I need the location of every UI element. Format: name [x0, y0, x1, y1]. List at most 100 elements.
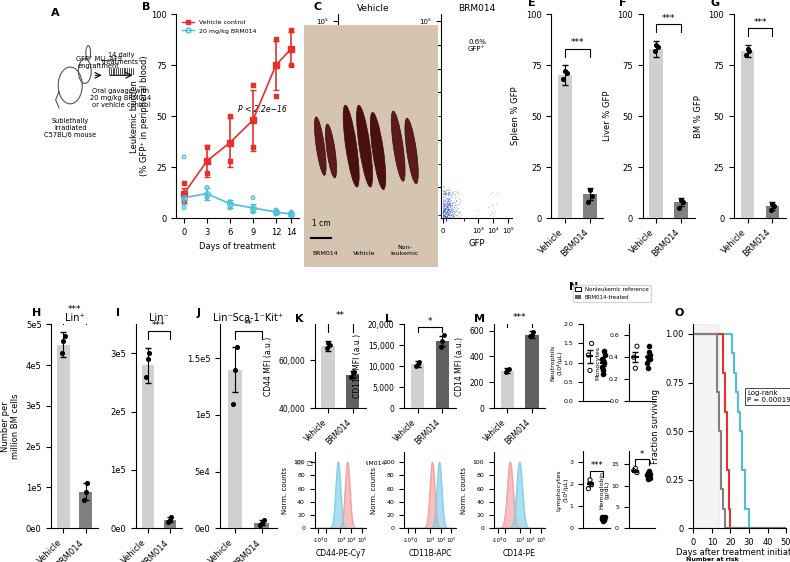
Point: [382, 214, 395, 223]
Point: [438, 214, 451, 223]
Point: [387, 211, 400, 220]
Point: [384, 192, 397, 201]
Point: [447, 215, 460, 224]
Point: [675, 195, 687, 204]
Point: [377, 177, 389, 186]
Point: [339, 203, 352, 212]
Point: [440, 212, 453, 221]
Point: [390, 180, 403, 189]
Point: [386, 210, 399, 219]
Point: [336, 198, 348, 207]
Point: [344, 208, 357, 217]
Point: [389, 211, 402, 220]
Point: [438, 189, 450, 198]
Point: [340, 193, 353, 202]
Point: [376, 207, 389, 216]
Point: [178, 197, 190, 206]
Point: [365, 188, 378, 197]
Point: [442, 204, 454, 213]
Point: [383, 192, 396, 201]
Point: [387, 208, 400, 217]
Point: [440, 209, 453, 217]
Point: [444, 213, 457, 222]
Point: [443, 216, 456, 225]
Point: [143, 349, 156, 358]
Point: [389, 186, 401, 195]
Point: [343, 212, 356, 221]
Point: [441, 197, 453, 206]
Point: [437, 209, 450, 217]
Point: [334, 200, 347, 209]
Point: [387, 189, 400, 198]
Point: [389, 183, 401, 192]
Point: [443, 200, 456, 209]
Bar: [346, 374, 359, 504]
Point: [447, 211, 460, 220]
Point: [388, 214, 401, 223]
Point: [340, 189, 353, 198]
Point: [438, 201, 451, 210]
Point: [338, 212, 351, 221]
Point: [438, 185, 450, 194]
Point: [443, 202, 456, 211]
Point: [437, 210, 450, 219]
Point: [438, 188, 451, 197]
Point: [450, 203, 463, 212]
X-axis label: GFP: GFP: [468, 239, 485, 248]
Point: [340, 215, 353, 224]
Point: [436, 192, 449, 201]
Point: [388, 204, 401, 213]
Point: [336, 203, 348, 212]
Point: [439, 215, 452, 224]
Point: [446, 201, 458, 210]
Point: [384, 214, 397, 223]
Point: [440, 203, 453, 212]
Point: [440, 207, 453, 216]
Point: [447, 214, 460, 223]
Point: [444, 205, 457, 214]
Point: [334, 186, 347, 195]
Point: [442, 206, 455, 215]
Point: [596, 362, 608, 371]
Point: [334, 197, 347, 206]
Point: [438, 206, 450, 215]
Point: [385, 216, 397, 225]
Point: [347, 191, 359, 200]
Point: [386, 202, 399, 211]
Point: [385, 204, 397, 213]
Point: [387, 214, 400, 223]
Point: [441, 209, 453, 217]
Point: [450, 201, 463, 210]
Point: [445, 215, 457, 224]
Point: [340, 189, 352, 198]
Point: [337, 215, 349, 224]
Point: [442, 185, 455, 194]
Point: [442, 201, 454, 210]
Point: [346, 189, 359, 198]
Point: [389, 204, 401, 213]
Point: [438, 191, 451, 200]
Point: [383, 206, 396, 215]
Point: [337, 212, 350, 221]
Point: [345, 206, 358, 215]
Point: [359, 206, 371, 215]
Point: [442, 190, 454, 199]
Point: [444, 206, 457, 215]
Point: [387, 202, 400, 211]
Point: [386, 209, 398, 217]
Point: [436, 197, 449, 206]
Point: [642, 473, 655, 482]
Point: [336, 193, 348, 202]
Point: [338, 208, 351, 217]
Point: [439, 207, 452, 216]
Point: [438, 215, 451, 224]
Point: [340, 215, 353, 224]
Point: [447, 212, 460, 221]
Y-axis label: Spleen % GFP: Spleen % GFP: [511, 87, 521, 146]
Point: [376, 215, 389, 224]
Point: [440, 187, 453, 196]
Point: [445, 215, 457, 224]
Point: [387, 206, 400, 215]
Point: [440, 214, 453, 223]
Point: [390, 184, 403, 193]
